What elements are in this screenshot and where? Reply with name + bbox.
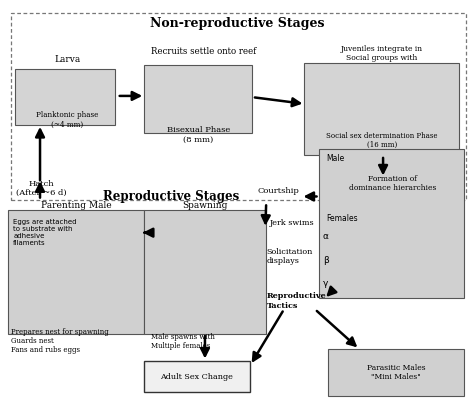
- Text: Courtship: Courtship: [257, 187, 300, 195]
- FancyBboxPatch shape: [328, 349, 464, 396]
- Text: γ: γ: [323, 279, 328, 288]
- Text: Non-reproductive Stages: Non-reproductive Stages: [150, 17, 324, 30]
- Text: Eggs are attached
to substrate with
adhesive
filaments: Eggs are attached to substrate with adhe…: [13, 219, 77, 246]
- Text: Bisexual Phase
(8 mm): Bisexual Phase (8 mm): [167, 126, 230, 143]
- Text: Prepares nest for spawning
Guards nest
Fans and rubs eggs: Prepares nest for spawning Guards nest F…: [11, 328, 109, 354]
- FancyBboxPatch shape: [15, 69, 116, 125]
- Text: Hatch
(After ~6 d): Hatch (After ~6 d): [16, 180, 67, 197]
- Text: Reproductive Stages: Reproductive Stages: [103, 190, 239, 203]
- Text: Formation of
dominance hierarchies: Formation of dominance hierarchies: [349, 175, 436, 192]
- FancyBboxPatch shape: [319, 149, 464, 298]
- Text: Females: Females: [327, 214, 358, 223]
- Text: Juveniles integrate in
Social groups with: Juveniles integrate in Social groups wit…: [341, 45, 423, 62]
- Text: Planktonic phase
(~4 mm): Planktonic phase (~4 mm): [36, 111, 99, 129]
- Text: Parenting Male: Parenting Male: [41, 201, 111, 210]
- Text: Jerk swims: Jerk swims: [270, 220, 315, 228]
- Text: Reproductive
Tactics: Reproductive Tactics: [267, 292, 326, 310]
- FancyBboxPatch shape: [144, 210, 266, 334]
- Bar: [11, 13, 465, 200]
- Text: Adult Sex Change: Adult Sex Change: [161, 373, 233, 381]
- Text: Social sex determination Phase
(16 mm): Social sex determination Phase (16 mm): [327, 132, 438, 149]
- FancyBboxPatch shape: [304, 63, 459, 155]
- FancyBboxPatch shape: [144, 360, 250, 392]
- Text: Parasitic Males
"Mini Males": Parasitic Males "Mini Males": [367, 364, 426, 381]
- Text: Male spawns with
Multiple females: Male spawns with Multiple females: [151, 333, 215, 350]
- Text: β: β: [323, 256, 328, 264]
- FancyBboxPatch shape: [8, 210, 144, 334]
- FancyBboxPatch shape: [144, 65, 252, 133]
- Text: α: α: [323, 232, 329, 241]
- Text: Male: Male: [327, 154, 345, 163]
- Text: Recruits settle onto reef: Recruits settle onto reef: [151, 47, 257, 56]
- Text: Larva: Larva: [54, 55, 81, 64]
- Text: Spawning: Spawning: [182, 201, 228, 210]
- Text: Solicitation
displays: Solicitation displays: [267, 248, 313, 265]
